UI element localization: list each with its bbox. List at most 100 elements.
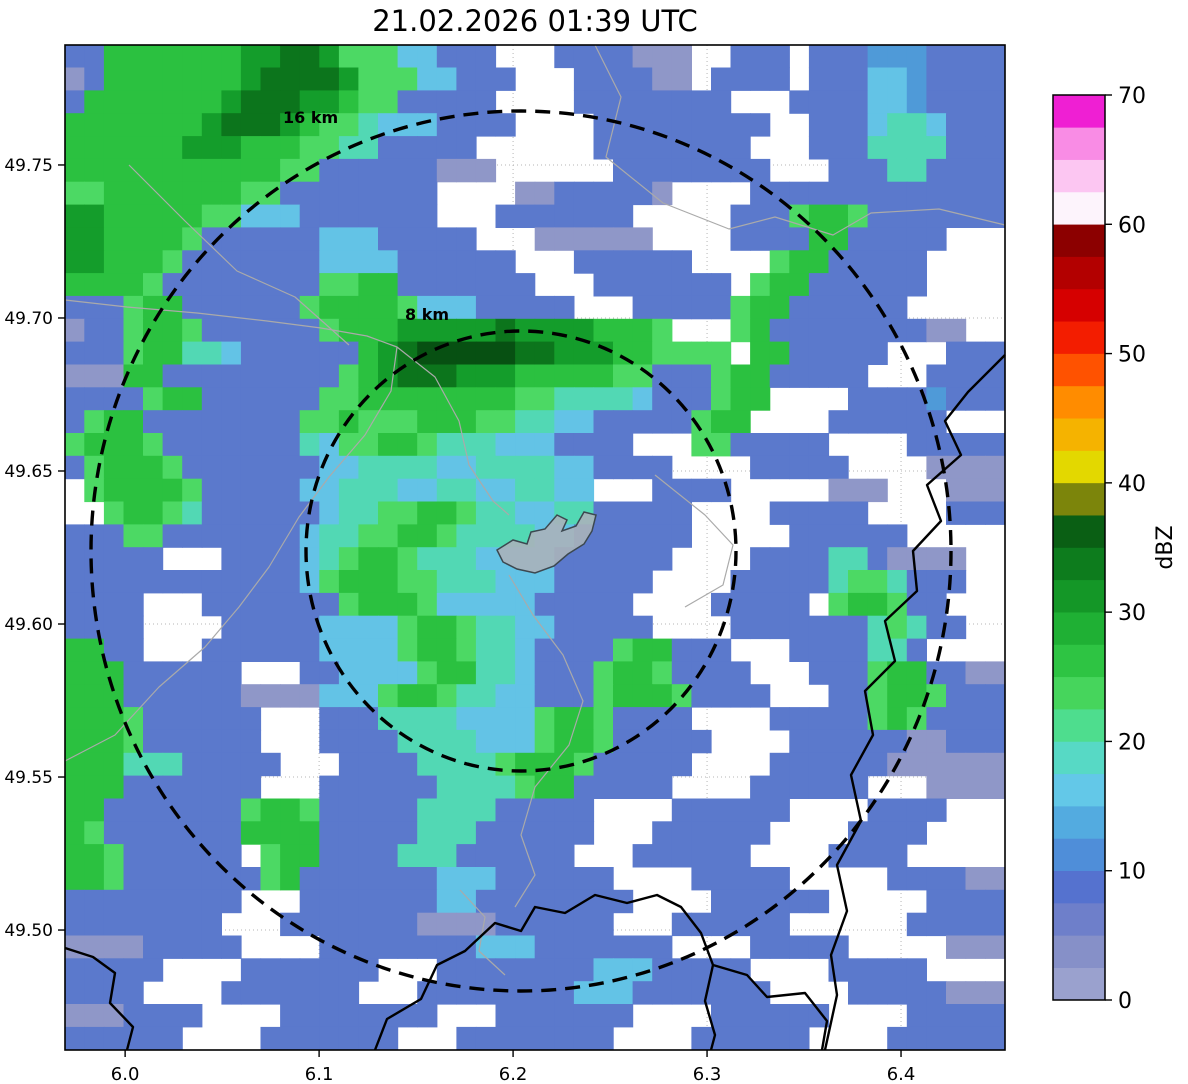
radar-cell xyxy=(319,684,340,708)
radar-cell xyxy=(456,958,477,982)
radar-cell xyxy=(378,295,399,320)
radar-cell xyxy=(280,1026,301,1051)
radar-cell xyxy=(926,615,947,640)
radar-cell xyxy=(475,1026,497,1051)
radar-cell xyxy=(417,318,438,343)
radar-cell xyxy=(495,501,516,525)
radar-cell xyxy=(436,136,457,160)
radar-cell xyxy=(64,387,85,411)
radar-cell xyxy=(221,478,242,503)
radar-cell xyxy=(495,707,516,731)
radar-cell xyxy=(554,912,575,937)
radar-cell xyxy=(887,958,908,982)
radar-cell xyxy=(123,981,144,1005)
radar-cell xyxy=(808,889,830,914)
radar-cell xyxy=(730,821,751,845)
radar-cell xyxy=(671,410,692,434)
radar-cell xyxy=(162,912,183,937)
radar-cell xyxy=(319,204,340,228)
radar-cell xyxy=(867,615,888,640)
radar-cell xyxy=(397,638,418,662)
radar-cell xyxy=(436,524,457,548)
radar-cell xyxy=(64,1004,85,1028)
radar-cell xyxy=(221,821,242,845)
radar-cell xyxy=(906,67,927,91)
radar-cell xyxy=(143,707,164,731)
radar-cell xyxy=(887,204,908,228)
radar-cell xyxy=(378,455,399,480)
radar-cell xyxy=(280,501,301,525)
radar-cell xyxy=(554,387,575,411)
radar-cell xyxy=(965,889,986,914)
radar-cell xyxy=(123,570,144,594)
radar-cell xyxy=(162,181,183,206)
radar-cell xyxy=(848,158,869,183)
radar-cell xyxy=(299,410,320,434)
admin-boundary-line xyxy=(396,346,510,516)
radar-cell xyxy=(632,684,653,708)
radar-cell xyxy=(632,729,653,754)
radar-cell xyxy=(123,501,144,525)
radar-cell xyxy=(84,295,105,320)
radar-cell xyxy=(397,295,418,320)
radar-cell xyxy=(260,295,281,320)
radar-cell xyxy=(397,410,418,434)
radar-cell xyxy=(534,661,555,685)
radar-cell xyxy=(965,1004,986,1028)
radar-cell xyxy=(808,113,830,137)
radar-cell xyxy=(123,227,144,251)
radar-cell xyxy=(64,867,85,891)
radar-cell xyxy=(436,44,457,69)
radar-cell xyxy=(985,867,1006,891)
radar-cell xyxy=(750,204,771,228)
radar-cell xyxy=(867,570,888,594)
radar-cell xyxy=(573,684,595,708)
radar-cell xyxy=(808,729,830,754)
radar-cell xyxy=(554,775,575,799)
radar-cell xyxy=(182,455,203,480)
radar-cell xyxy=(123,592,144,617)
radar-cell xyxy=(926,136,947,160)
radar-cell xyxy=(221,44,242,69)
radar-cell xyxy=(103,684,125,708)
radar-cell xyxy=(358,1004,379,1028)
radar-cell xyxy=(632,775,653,799)
radar-cell xyxy=(534,684,555,708)
colorbar-tick-label: 40 xyxy=(1118,472,1146,497)
radar-cell xyxy=(280,867,301,891)
radar-cell xyxy=(965,67,986,91)
colorbar-band xyxy=(1053,94,1105,128)
radar-cell xyxy=(906,273,927,297)
colorbar-band xyxy=(1053,127,1105,160)
radar-cell xyxy=(456,227,477,251)
radar-cell xyxy=(103,478,125,503)
radar-cell xyxy=(456,547,477,571)
radar-cell xyxy=(828,501,849,525)
radar-cell xyxy=(103,707,125,731)
radar-cell xyxy=(848,250,869,274)
radar-cell xyxy=(436,547,457,571)
radar-cell xyxy=(671,798,692,822)
radar-cell xyxy=(593,570,614,594)
radar-cell xyxy=(456,273,477,297)
radar-cell xyxy=(515,273,536,297)
radar-cell xyxy=(123,478,144,503)
radar-cell xyxy=(162,775,183,799)
colorbar-band xyxy=(1053,547,1105,581)
radar-cell xyxy=(475,912,497,937)
radar-cell xyxy=(554,661,575,685)
radar-cell xyxy=(985,729,1006,754)
radar-cell xyxy=(436,410,457,434)
radar-cell xyxy=(750,433,771,457)
y-tick-label: 49.50 xyxy=(4,921,53,941)
radar-cell xyxy=(848,295,869,320)
radar-cell xyxy=(671,113,692,137)
radar-cell xyxy=(906,227,927,251)
radar-cell xyxy=(338,318,360,343)
radar-cell xyxy=(828,547,849,571)
radar-cell xyxy=(456,410,477,434)
radar-cell xyxy=(456,478,477,503)
radar-cell xyxy=(280,364,301,388)
radar-cell xyxy=(397,364,418,388)
radar-cell xyxy=(926,433,947,457)
